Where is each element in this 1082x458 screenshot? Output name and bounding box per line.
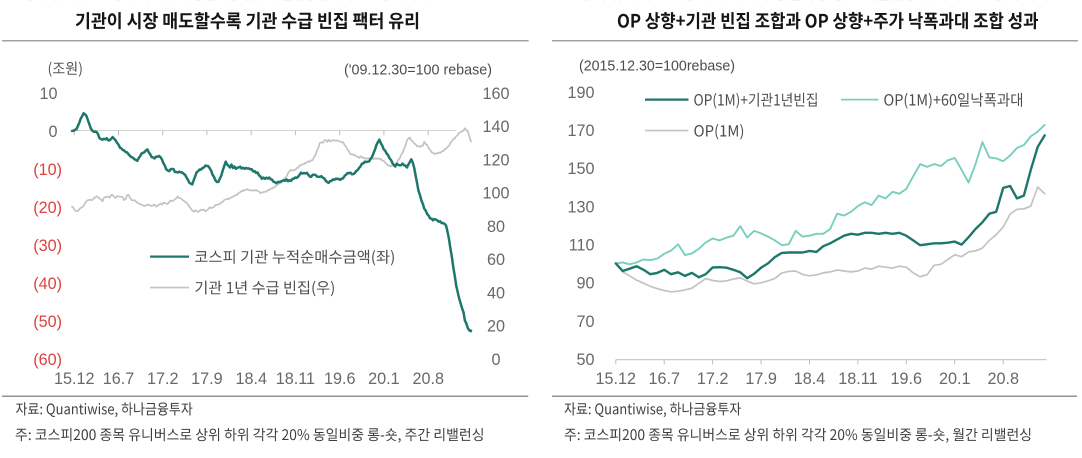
- svg-text:20.1: 20.1: [368, 370, 400, 388]
- svg-text:0: 0: [491, 351, 500, 369]
- svg-text:10: 10: [39, 85, 57, 103]
- svg-text:20: 20: [487, 318, 505, 336]
- svg-text:100: 100: [482, 185, 509, 203]
- svg-text:18.4: 18.4: [794, 370, 826, 388]
- svg-text:(10): (10): [33, 161, 62, 179]
- svg-text:18.4: 18.4: [235, 370, 267, 388]
- svg-text:70: 70: [576, 313, 594, 331]
- svg-text:('09.12.30=100 rebase): ('09.12.30=100 rebase): [344, 61, 492, 78]
- svg-text:50: 50: [576, 351, 594, 369]
- svg-text:16.7: 16.7: [103, 370, 135, 388]
- svg-text:160: 160: [482, 85, 509, 103]
- svg-text:60: 60: [487, 251, 505, 269]
- svg-text:(60): (60): [33, 351, 62, 369]
- svg-text:20.1: 20.1: [939, 370, 971, 388]
- svg-text:18.11: 18.11: [276, 370, 315, 388]
- svg-text:17.2: 17.2: [147, 370, 179, 388]
- svg-text:15.12: 15.12: [54, 370, 95, 388]
- svg-text:(50): (50): [33, 313, 62, 331]
- svg-text:16.7: 16.7: [648, 370, 680, 388]
- svg-text:17.9: 17.9: [191, 370, 223, 388]
- svg-text:170: 170: [567, 122, 594, 140]
- svg-text:(30): (30): [33, 237, 62, 255]
- svg-text:18.11: 18.11: [838, 370, 877, 388]
- svg-text:19.6: 19.6: [891, 370, 923, 388]
- svg-text:40: 40: [487, 284, 505, 302]
- svg-text:150: 150: [567, 160, 594, 178]
- svg-text:110: 110: [569, 237, 595, 255]
- svg-text:19.6: 19.6: [324, 370, 356, 388]
- svg-text:20.8: 20.8: [412, 370, 444, 388]
- svg-text:20.8: 20.8: [987, 370, 1019, 388]
- svg-text:130: 130: [567, 198, 594, 216]
- svg-text:15.12: 15.12: [596, 370, 637, 388]
- svg-text:80: 80: [487, 218, 505, 236]
- svg-text:(2015.12.30=100rebase): (2015.12.30=100rebase): [579, 57, 735, 74]
- svg-text:190: 190: [567, 84, 594, 102]
- svg-text:120: 120: [482, 151, 509, 169]
- svg-text:17.2: 17.2: [697, 370, 729, 388]
- svg-text:90: 90: [576, 275, 594, 293]
- svg-text:0: 0: [48, 123, 57, 141]
- svg-text:(20): (20): [33, 199, 62, 217]
- svg-text:(40): (40): [33, 275, 62, 293]
- svg-text:140: 140: [482, 118, 509, 136]
- svg-text:17.9: 17.9: [745, 370, 777, 388]
